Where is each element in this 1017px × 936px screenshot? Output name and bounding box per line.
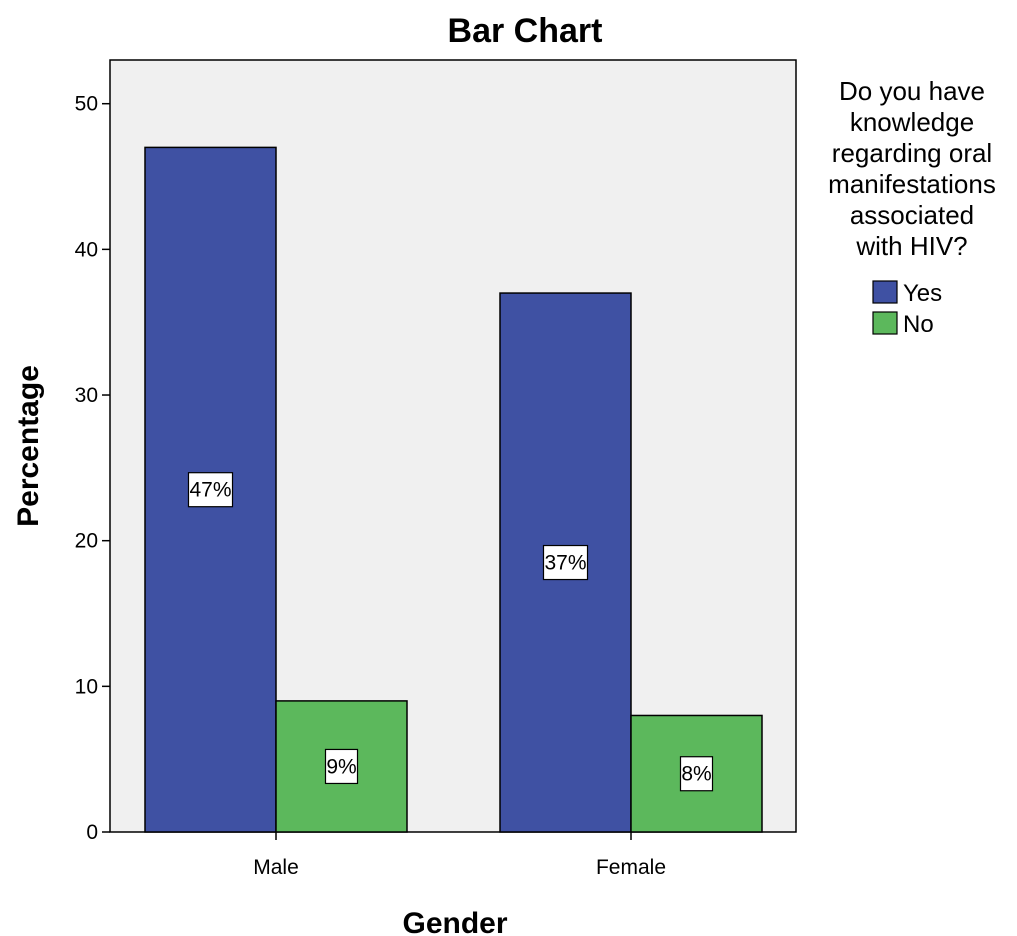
y-axis-title: Percentage bbox=[12, 365, 45, 527]
legend-swatch bbox=[872, 311, 898, 335]
x-axis: Male Female bbox=[253, 832, 666, 879]
bar bbox=[275, 700, 408, 833]
data-label-box bbox=[324, 748, 359, 785]
x-category-label: Female bbox=[596, 856, 666, 879]
y-tick-label: 30 bbox=[75, 384, 98, 407]
y-tick-label: 50 bbox=[75, 93, 98, 116]
legend-label: No bbox=[903, 311, 934, 338]
data-label-box bbox=[679, 756, 714, 792]
data-label: 47% bbox=[189, 479, 231, 502]
data-label: 9% bbox=[326, 755, 356, 778]
legend-title-line: associated bbox=[850, 200, 974, 230]
data-label-box bbox=[542, 544, 589, 581]
legend-label: Yes bbox=[903, 280, 942, 307]
data-label: 8% bbox=[681, 763, 711, 786]
legend-title-line: with HIV? bbox=[855, 231, 967, 261]
y-axis: 0 10 20 30 40 50 bbox=[75, 93, 110, 844]
legend-title-line: Do you have bbox=[839, 76, 985, 106]
data-label: 37% bbox=[544, 552, 586, 575]
bars: 47% 9% 37% 8% bbox=[144, 146, 763, 833]
legend-title-line: manifestations bbox=[828, 169, 996, 199]
y-tick-label: 20 bbox=[75, 530, 98, 553]
legend-swatch bbox=[872, 280, 898, 304]
y-tick-label: 40 bbox=[75, 238, 98, 261]
legend-title-line: regarding oral bbox=[832, 138, 992, 168]
legend-title-line: knowledge bbox=[850, 107, 974, 137]
x-axis-title: Gender bbox=[402, 907, 507, 936]
data-label-box bbox=[187, 472, 234, 508]
x-category-label: Male bbox=[253, 856, 299, 879]
y-tick-label: 0 bbox=[86, 821, 98, 844]
y-tick-label: 10 bbox=[75, 675, 98, 698]
chart-title: Bar Chart bbox=[448, 12, 603, 50]
